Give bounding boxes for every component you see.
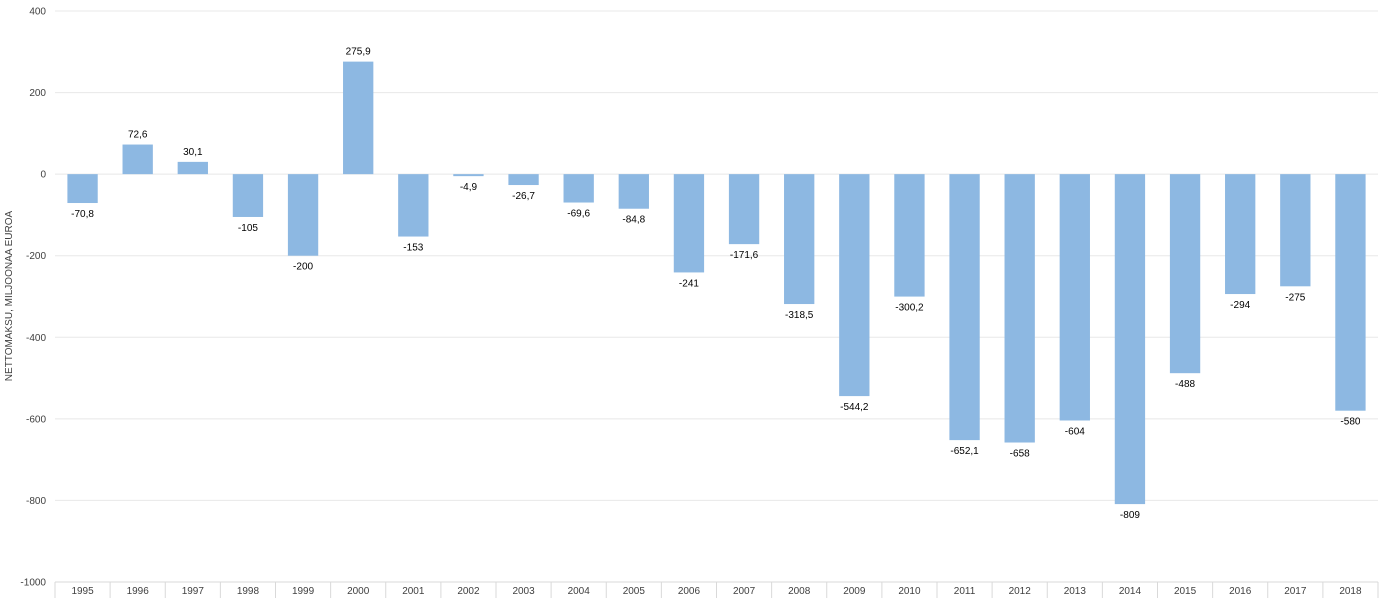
- data-label: -153: [403, 243, 423, 254]
- data-label: 72,6: [128, 130, 148, 141]
- x-tick-label: 1997: [182, 586, 205, 597]
- data-label: -488: [1175, 379, 1195, 390]
- bar: [177, 161, 208, 175]
- y-tick-label: -400: [26, 333, 46, 344]
- bar: [839, 174, 870, 397]
- data-label: -652,1: [950, 446, 979, 457]
- bar: [728, 174, 760, 245]
- data-label: -171,6: [730, 250, 759, 261]
- x-tick-label: 2005: [623, 586, 646, 597]
- x-tick-label: 2009: [843, 586, 866, 597]
- data-label: -70,8: [71, 209, 94, 220]
- bar: [894, 174, 925, 297]
- x-tick-label: 1998: [237, 586, 260, 597]
- x-tick-label: 2008: [788, 586, 811, 597]
- x-tick-label: 2002: [457, 586, 480, 597]
- gridlines: [55, 10, 1378, 501]
- bar: [232, 174, 264, 217]
- data-label: -318,5: [785, 310, 814, 321]
- data-label: -241: [679, 278, 699, 289]
- bar: [1059, 174, 1090, 421]
- x-tick-label: 2004: [568, 586, 591, 597]
- y-tick-label: 200: [29, 88, 46, 99]
- bar: [398, 174, 429, 237]
- bar: [949, 174, 980, 441]
- x-tick-label: 2006: [678, 586, 701, 597]
- bar: [784, 174, 815, 305]
- x-tick-label: 2010: [898, 586, 921, 597]
- data-label: -4,9: [460, 182, 478, 193]
- data-label: 30,1: [183, 147, 203, 158]
- bar: [1280, 174, 1311, 287]
- data-labels: -70,8 72,6 30,1 -105 -200 275,9 -153 -4,9 -26,7 -…: [71, 47, 1361, 521]
- x-tick-label: 2003: [512, 586, 535, 597]
- x-tick-label: 2000: [347, 586, 370, 597]
- data-label: -294: [1230, 300, 1250, 311]
- bar: [287, 174, 319, 256]
- y-tick-label: 400: [29, 7, 46, 18]
- bar: [563, 174, 594, 203]
- data-label: -26,7: [512, 191, 535, 202]
- x-tick-label: 2012: [1009, 586, 1032, 597]
- x-tick-label: 1996: [127, 586, 150, 597]
- x-tick-label: 1999: [292, 586, 315, 597]
- y-tick-label: -600: [26, 414, 46, 425]
- bar: [67, 174, 98, 204]
- x-tick-label: 1995: [71, 586, 94, 597]
- y-tick-label: -1000: [20, 578, 46, 589]
- x-tick-label: 2018: [1339, 586, 1362, 597]
- bar: [618, 174, 649, 209]
- data-label: -84,8: [622, 215, 645, 226]
- y-axis-ticks: 400 200 0 -200 -400 -600 -800 -1000: [20, 7, 46, 589]
- data-label: -275: [1285, 292, 1305, 303]
- x-tick-label: 2016: [1229, 586, 1252, 597]
- bars: [67, 61, 1366, 505]
- bar: [1004, 174, 1035, 443]
- data-label: -300,2: [895, 303, 924, 314]
- bar: [343, 61, 374, 175]
- data-label: -809: [1120, 510, 1140, 521]
- bar: [1335, 174, 1366, 411]
- data-label: -658: [1010, 449, 1030, 460]
- data-label: -105: [238, 223, 258, 234]
- data-label: 275,9: [346, 47, 371, 58]
- y-tick-label: 0: [40, 170, 46, 181]
- x-tick-label: 2007: [733, 586, 756, 597]
- x-tick-label: 2015: [1174, 586, 1197, 597]
- data-label: -200: [293, 262, 313, 273]
- data-label: -69,6: [567, 209, 590, 220]
- x-tick-label: 2017: [1284, 586, 1307, 597]
- data-label: -544,2: [840, 402, 869, 413]
- y-axis-title: NETTOMAKSU, MILJOONAA EUROA: [4, 210, 15, 381]
- x-axis: 1995 1996 1997 1998 1999 2000 2001 2002 2003 2004…: [54, 581, 1379, 598]
- bar: [1225, 174, 1256, 295]
- x-tick-label: 2013: [1064, 586, 1087, 597]
- bar: [122, 144, 153, 175]
- y-tick-label: -200: [26, 251, 46, 262]
- bar: [1114, 174, 1146, 505]
- bar: [1169, 174, 1201, 374]
- data-label: -604: [1065, 426, 1085, 437]
- x-tick-label: 2014: [1119, 586, 1142, 597]
- x-tick-label: 2001: [402, 586, 425, 597]
- y-tick-label: -800: [26, 496, 46, 507]
- x-tick-label: 2011: [954, 586, 976, 597]
- bar: [508, 174, 539, 186]
- data-label: -580: [1340, 417, 1360, 428]
- bar: [453, 174, 484, 177]
- bar: [673, 174, 705, 273]
